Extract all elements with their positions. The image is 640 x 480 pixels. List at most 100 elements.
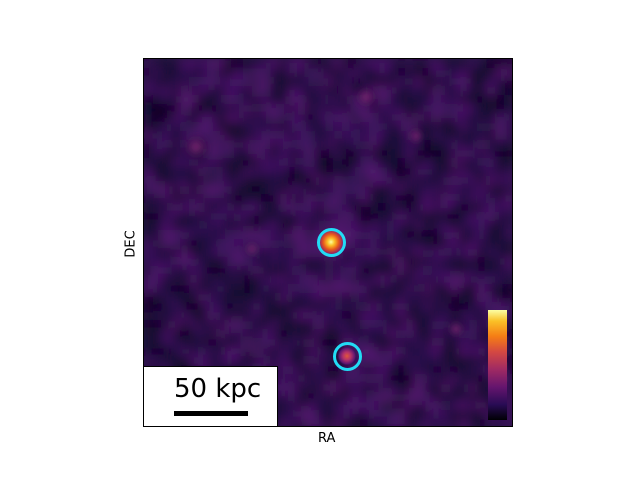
noise-cell (171, 338, 180, 347)
noise-cell (486, 239, 495, 248)
noise-cell (315, 113, 324, 122)
noise-cell (459, 302, 468, 311)
noise-cell (405, 293, 414, 302)
noise-cell (333, 149, 342, 158)
noise-cell (378, 419, 387, 426)
noise-cell (468, 356, 477, 365)
noise-cell (441, 239, 450, 248)
noise-cell (324, 392, 333, 401)
noise-cell (189, 185, 198, 194)
noise-cell (288, 176, 297, 185)
noise-cell (180, 338, 189, 347)
noise-cell (486, 59, 495, 68)
noise-cell (333, 86, 342, 95)
noise-cell (423, 329, 432, 338)
y-axis-label: DEC (123, 230, 139, 258)
noise-cell (144, 122, 153, 131)
noise-cell (414, 59, 423, 68)
noise-cell (477, 302, 486, 311)
noise-cell (468, 95, 477, 104)
noise-cell (441, 221, 450, 230)
noise-cell (252, 257, 261, 266)
noise-cell (225, 356, 234, 365)
noise-cell (396, 113, 405, 122)
noise-cell (180, 293, 189, 302)
noise-cell (306, 311, 315, 320)
noise-cell (207, 203, 216, 212)
noise-cell (351, 239, 360, 248)
noise-cell (450, 176, 459, 185)
noise-cell (450, 410, 459, 419)
noise-cell (207, 185, 216, 194)
noise-cell (378, 329, 387, 338)
noise-cell (387, 248, 396, 257)
noise-cell (198, 212, 207, 221)
noise-cell (405, 122, 414, 131)
noise-cell (342, 383, 351, 392)
noise-cell (342, 266, 351, 275)
noise-cell (315, 311, 324, 320)
noise-cell (441, 68, 450, 77)
noise-cell (441, 176, 450, 185)
noise-cell (441, 113, 450, 122)
noise-cell (198, 320, 207, 329)
noise-cell (405, 338, 414, 347)
noise-cell (477, 221, 486, 230)
noise-cell (324, 212, 333, 221)
noise-cell (180, 131, 189, 140)
noise-cell (243, 302, 252, 311)
noise-cell (486, 302, 495, 311)
noise-cell (144, 356, 153, 365)
noise-cell (180, 59, 189, 68)
noise-cell (504, 203, 512, 212)
noise-cell (333, 203, 342, 212)
noise-cell (333, 419, 342, 426)
noise-cell (324, 77, 333, 86)
noise-cell (423, 365, 432, 374)
noise-cell (324, 86, 333, 95)
noise-cell (297, 194, 306, 203)
noise-cell (423, 68, 432, 77)
noise-cell (333, 122, 342, 131)
noise-cell (495, 203, 504, 212)
noise-cell (495, 293, 504, 302)
noise-cell (396, 419, 405, 426)
noise-cell (297, 167, 306, 176)
noise-cell (423, 410, 432, 419)
noise-cell (162, 302, 171, 311)
noise-cell (423, 293, 432, 302)
noise-cell (486, 158, 495, 167)
noise-cell (252, 320, 261, 329)
noise-cell (486, 104, 495, 113)
noise-cell (162, 131, 171, 140)
noise-cell (144, 347, 153, 356)
noise-cell (342, 59, 351, 68)
noise-cell (297, 59, 306, 68)
noise-cell (405, 320, 414, 329)
noise-cell (270, 158, 279, 167)
noise-cell (414, 248, 423, 257)
noise-cell (468, 266, 477, 275)
noise-cell (459, 221, 468, 230)
noise-cell (324, 401, 333, 410)
noise-cell (180, 248, 189, 257)
noise-cell (171, 284, 180, 293)
noise-cell (504, 68, 512, 77)
noise-cell (270, 239, 279, 248)
noise-cell (198, 293, 207, 302)
noise-cell (198, 185, 207, 194)
noise-cell (180, 356, 189, 365)
noise-cell (423, 275, 432, 284)
noise-cell (189, 338, 198, 347)
noise-cell (324, 347, 333, 356)
noise-cell (333, 302, 342, 311)
noise-cell (261, 176, 270, 185)
noise-cell (198, 104, 207, 113)
noise-cell (414, 320, 423, 329)
noise-cell (351, 221, 360, 230)
noise-cell (477, 320, 486, 329)
noise-cell (369, 77, 378, 86)
noise-cell (144, 95, 153, 104)
noise-cell (225, 230, 234, 239)
noise-cell (324, 374, 333, 383)
